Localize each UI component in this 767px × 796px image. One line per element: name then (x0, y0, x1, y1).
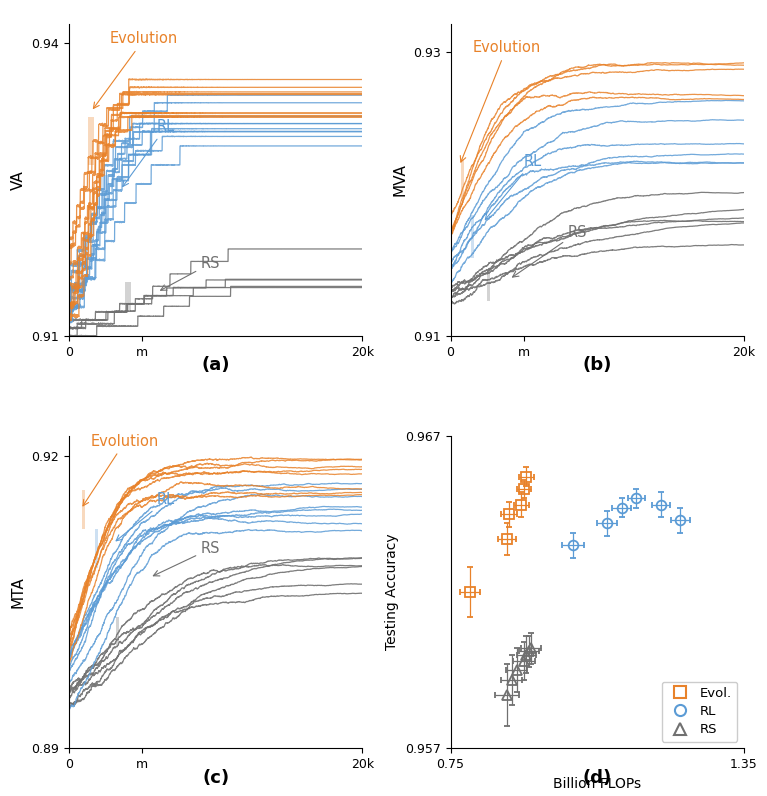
Text: RL: RL (123, 119, 175, 186)
Bar (116, 617, 119, 646)
Y-axis label: Testing Accuracy: Testing Accuracy (385, 534, 400, 650)
Y-axis label: VA: VA (11, 170, 26, 190)
X-axis label: Billion FLOPs: Billion FLOPs (553, 777, 641, 790)
Bar (471, 216, 474, 258)
Text: (a): (a) (202, 357, 230, 374)
Bar (88, 116, 94, 166)
Text: Evolution: Evolution (83, 434, 160, 505)
Bar (125, 283, 130, 312)
Bar (95, 529, 98, 568)
Y-axis label: MVA: MVA (393, 163, 407, 197)
Text: RL: RL (116, 492, 175, 540)
Bar (101, 175, 107, 224)
Text: RS: RS (160, 256, 221, 291)
Bar (487, 272, 490, 301)
Y-axis label: MTA: MTA (11, 576, 26, 608)
Text: Evolution: Evolution (94, 31, 179, 108)
Text: RS: RS (153, 541, 221, 576)
Text: Evolution: Evolution (460, 41, 541, 162)
Text: (b): (b) (583, 357, 612, 374)
Legend: Evol., RL, RS: Evol., RL, RS (662, 681, 737, 742)
Text: RL: RL (486, 154, 542, 220)
Text: RS: RS (512, 224, 588, 277)
Bar (82, 490, 85, 529)
Text: (c): (c) (202, 769, 229, 786)
Text: (d): (d) (583, 769, 612, 786)
Bar (461, 158, 464, 201)
